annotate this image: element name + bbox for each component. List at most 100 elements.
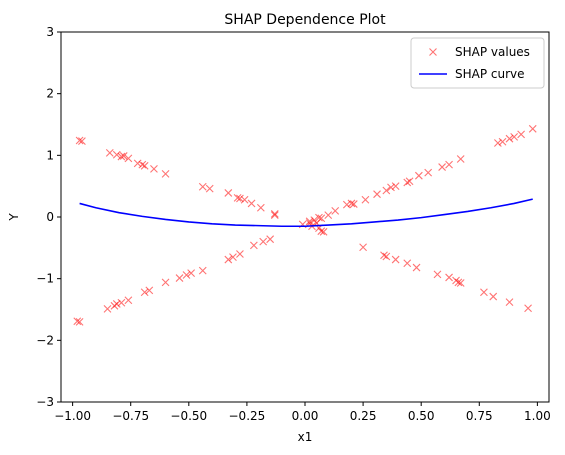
legend-label: SHAP curve xyxy=(455,67,525,81)
shap-value-point xyxy=(119,152,128,160)
shap-value-point xyxy=(412,263,421,272)
shap-value-point xyxy=(373,190,381,199)
y-tick-label: −2 xyxy=(36,333,54,347)
shap-value-point xyxy=(528,124,537,133)
x-tick-label: −0.75 xyxy=(112,409,149,423)
shap-value-point xyxy=(347,199,356,208)
shap-value-point xyxy=(187,269,196,278)
shap-value-point xyxy=(240,195,249,204)
shap-value-point xyxy=(324,211,333,220)
shap-value-point xyxy=(445,160,453,169)
x-tick-label: 0.25 xyxy=(350,409,377,423)
x-tick-label: −0.50 xyxy=(170,409,207,423)
x-axis-label: x1 xyxy=(298,430,313,444)
shap-value-point xyxy=(349,200,358,208)
shap-value-point xyxy=(456,155,465,163)
shap-value-point xyxy=(505,298,514,306)
shap-value-point xyxy=(78,137,86,146)
shap-value-point xyxy=(112,150,121,159)
shap-value-point xyxy=(387,183,395,192)
shap-value-point xyxy=(117,152,126,161)
shap-value-point xyxy=(305,217,314,226)
x-tick-label: −0.25 xyxy=(229,409,266,423)
shap-value-point xyxy=(359,243,367,252)
x-tick-label: 1.00 xyxy=(524,409,551,423)
shap-value-point xyxy=(133,159,142,168)
shap-value-point xyxy=(270,211,279,220)
shap-value-point xyxy=(317,214,326,223)
shap-value-point xyxy=(317,227,326,236)
shap-value-point xyxy=(498,137,507,146)
shap-value-point xyxy=(382,186,391,195)
shap-value-point xyxy=(414,171,423,180)
shap-value-point xyxy=(75,136,84,145)
shap-value-point xyxy=(233,193,242,202)
x-axis: −1.00 −0.75 −0.50 −0.25 0.00 0.25 0.50 0.75 1.00 xyxy=(54,402,551,423)
shap-value-point xyxy=(391,255,400,264)
shap-value-point xyxy=(140,288,149,297)
y-axis: −3 −2 −1 0 1 2 3 xyxy=(36,25,61,409)
y-tick-label: 2 xyxy=(46,87,54,101)
shap-value-point xyxy=(380,251,388,260)
shap-value-point xyxy=(433,270,442,279)
shap-value-point xyxy=(319,227,328,236)
x-tick-label: 0.00 xyxy=(292,409,319,423)
shap-value-point xyxy=(480,288,488,297)
shap-value-point xyxy=(150,165,158,173)
shap-value-point xyxy=(161,278,170,287)
y-tick-label: 1 xyxy=(46,148,54,162)
shap-value-point xyxy=(382,252,391,261)
shap-value-point xyxy=(489,292,498,301)
shap-value-point xyxy=(331,206,340,215)
shap-value-point xyxy=(270,210,279,218)
shap-value-point xyxy=(175,274,184,282)
shap-value-point xyxy=(73,317,82,326)
x-tick-label: 0.50 xyxy=(408,409,435,423)
shap-value-point xyxy=(145,286,154,295)
shap-value-point xyxy=(505,134,514,143)
shap-value-point xyxy=(124,154,133,163)
shap-value-point xyxy=(315,213,323,222)
shap-value-point xyxy=(310,216,319,224)
shap-value-point xyxy=(140,161,149,170)
shap-curve-line xyxy=(79,198,533,228)
legend-marker-shap-values xyxy=(429,48,437,56)
shap-value-point xyxy=(224,189,233,197)
y-tick-label: 3 xyxy=(46,25,54,39)
shap-value-point xyxy=(75,317,84,326)
shap-value-point xyxy=(198,266,207,275)
shap-value-point xyxy=(205,184,214,193)
shap-value-point xyxy=(456,279,465,287)
shap-value-point xyxy=(403,259,412,268)
shap-value-point xyxy=(510,132,519,141)
shap-value-point xyxy=(198,182,207,191)
shap-value-point xyxy=(182,271,191,279)
shap-value-point xyxy=(403,178,412,187)
shap-value-point xyxy=(424,168,433,177)
x-tick-label: 0.75 xyxy=(466,409,493,423)
shap-value-point xyxy=(391,182,400,191)
shap-value-point xyxy=(224,255,233,264)
shap-value-point xyxy=(405,177,414,186)
shap-value-point xyxy=(249,241,258,250)
shap-value-point xyxy=(236,250,244,258)
shap-value-point xyxy=(124,296,133,305)
y-tick-label: −1 xyxy=(36,272,54,286)
y-axis-label: Y xyxy=(7,213,21,222)
shap-value-point xyxy=(236,194,244,203)
y-tick-label: 0 xyxy=(46,210,54,224)
shap-value-point xyxy=(493,139,502,147)
x-tick-label: −1.00 xyxy=(54,409,91,423)
shap-value-point xyxy=(138,160,147,169)
y-tick-label: −3 xyxy=(36,395,54,409)
legend: SHAP values SHAP curve xyxy=(410,37,545,89)
shap-value-point xyxy=(256,203,265,212)
shap-value-point xyxy=(445,273,453,282)
shap-value-point xyxy=(524,304,532,313)
shap-value-point xyxy=(229,253,237,261)
shap-value-point xyxy=(259,237,268,246)
chart-title: SHAP Dependence Plot xyxy=(224,12,386,28)
shap-value-point xyxy=(117,298,126,307)
legend-box xyxy=(410,37,545,89)
